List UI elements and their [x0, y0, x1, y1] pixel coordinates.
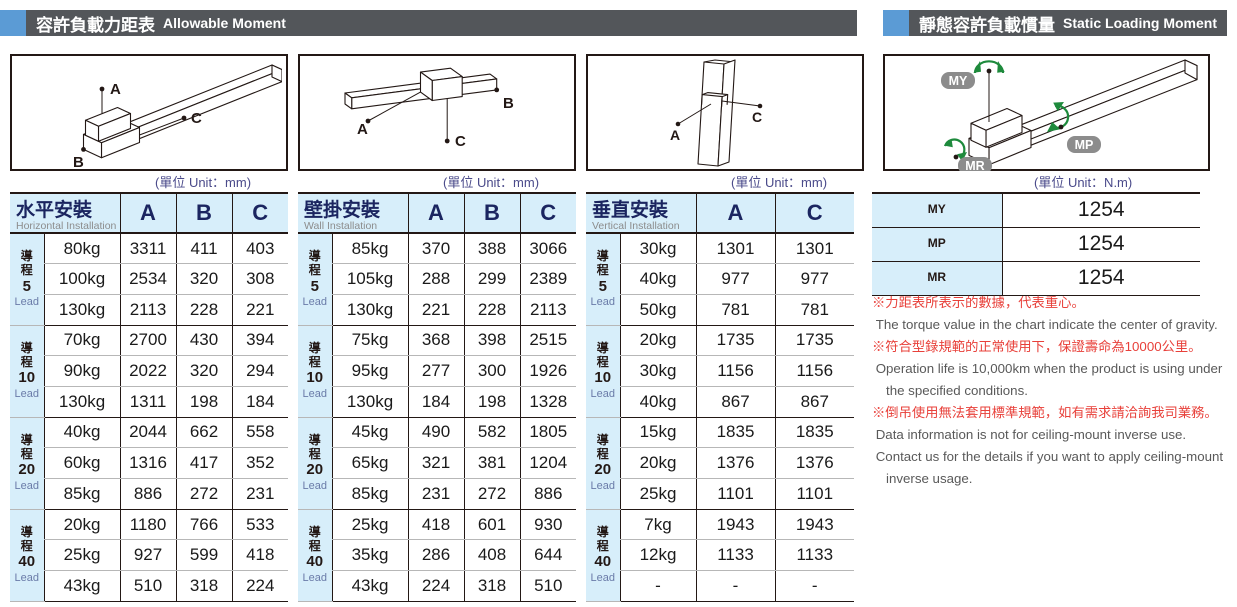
svg-text:B: B — [73, 154, 84, 171]
svg-text:B: B — [503, 95, 514, 112]
svg-text:MP: MP — [1075, 138, 1094, 152]
svg-text:A: A — [670, 127, 680, 143]
svg-text:A: A — [357, 121, 368, 138]
svg-text:A: A — [110, 81, 121, 98]
svg-text:MR: MR — [965, 159, 984, 171]
svg-text:C: C — [455, 133, 466, 150]
svg-text:C: C — [752, 109, 762, 125]
svg-text:C: C — [191, 110, 202, 127]
svg-text:MY: MY — [949, 74, 968, 88]
